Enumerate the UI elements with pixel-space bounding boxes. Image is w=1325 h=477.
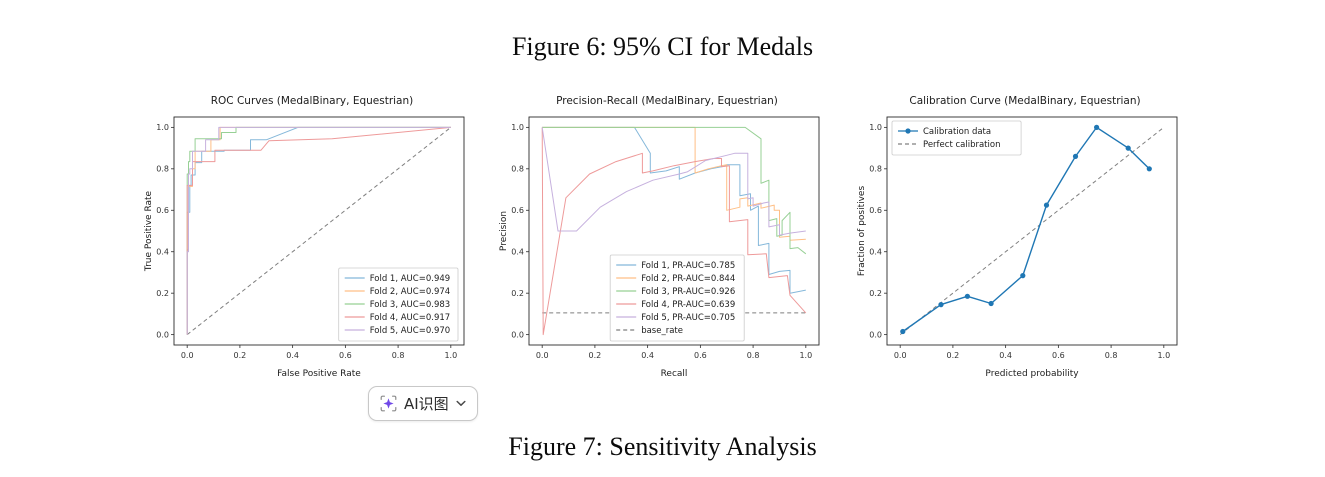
data-point <box>988 300 994 307</box>
data-point <box>1043 202 1050 208</box>
calibration-chart-panel: Calibration Curve (MedalBinary, Equestri… <box>855 90 1195 385</box>
series-Fold 3, PR-AUC=0.926 <box>542 126 807 255</box>
legend-label: base_rate <box>641 326 683 336</box>
ai-sparkle-icon <box>380 395 397 412</box>
x-tick-label: 1.0 <box>1157 351 1170 360</box>
x-tick-label: 0.0 <box>894 351 907 360</box>
chart-title: Precision-Recall (MedalBinary, Equestria… <box>556 95 778 107</box>
x-tick-label: 0.8 <box>747 351 760 360</box>
pr-chart: Precision-Recall (MedalBinary, Equestria… <box>499 95 820 379</box>
x-tick-label: 0.0 <box>181 351 194 360</box>
legend-label: Fold 2, AUC=0.974 <box>370 287 450 297</box>
y-tick-label: 0.8 <box>156 165 169 174</box>
y-axis-label: Precision <box>499 211 509 251</box>
y-tick-label: 0.0 <box>511 330 524 339</box>
x-tick-label: 0.6 <box>339 351 352 360</box>
y-axis-label: True Positive Rate <box>144 190 154 272</box>
legend-marker <box>905 128 911 134</box>
legend-label: Fold 3, PR-AUC=0.926 <box>641 287 735 297</box>
pr-chart-panel: Precision-Recall (MedalBinary, Equestria… <box>497 90 837 385</box>
x-tick-label: 0.4 <box>286 351 299 360</box>
data-point <box>1072 153 1079 159</box>
legend-label: Calibration data <box>923 127 991 137</box>
data-point <box>964 293 970 299</box>
x-tick-label: 0.4 <box>641 351 654 360</box>
y-tick-label: 1.0 <box>156 123 169 132</box>
legend-label: Fold 1, AUC=0.949 <box>370 274 450 284</box>
legend-label: Fold 1, PR-AUC=0.785 <box>641 261 735 271</box>
x-tick-label: 0.0 <box>536 351 549 360</box>
x-axis-label: Predicted probability <box>985 369 1079 379</box>
data-point <box>1125 145 1131 151</box>
legend-label: Fold 5, AUC=0.970 <box>370 326 450 336</box>
legend-label: Fold 3, AUC=0.983 <box>370 300 450 310</box>
series-Fold 2, PR-AUC=0.844 <box>542 126 806 241</box>
x-axis-label: Recall <box>661 369 688 379</box>
legend-box <box>891 120 1022 156</box>
y-tick-label: 0.6 <box>511 206 524 215</box>
figure7-caption: Figure 7: Sensitivity Analysis <box>508 432 817 461</box>
y-tick-label: 0.2 <box>511 289 524 298</box>
y-tick-label: 0.6 <box>156 206 169 215</box>
legend-label: Perfect calibration <box>923 140 1000 150</box>
x-tick-label: 0.6 <box>694 351 707 360</box>
x-tick-label: 0.4 <box>999 351 1012 360</box>
data-point <box>1020 273 1026 279</box>
y-tick-label: 1.0 <box>869 123 882 132</box>
y-tick-label: 0.6 <box>869 206 882 215</box>
series-Fold 5, PR-AUC=0.705 <box>541 127 806 236</box>
plot-frame <box>528 116 820 346</box>
y-tick-label: 0.8 <box>511 165 524 174</box>
series-Calibration data <box>902 126 1150 333</box>
series-Fold 5, AUC=0.970 <box>186 126 451 335</box>
roc-chart: ROC Curves (MedalBinary, Equestrian) 0.0 0… <box>144 95 465 379</box>
legend-label: Fold 4, AUC=0.917 <box>370 313 450 323</box>
y-tick-label: 0.8 <box>869 165 882 174</box>
series-Fold 4, PR-AUC=0.639 <box>541 127 807 336</box>
y-tick-label: 0.0 <box>156 330 169 339</box>
calibration-chart: Calibration Curve (MedalBinary, Equestri… <box>857 95 1178 379</box>
y-tick-label: 0.0 <box>869 330 882 339</box>
data-point <box>1094 124 1100 130</box>
series-Fold 1, PR-AUC=0.785 <box>542 126 806 294</box>
x-tick-label: 1.0 <box>444 351 457 360</box>
legend-box <box>338 267 459 342</box>
figure6-caption: Figure 6: 95% CI for Medals <box>511 32 814 61</box>
x-tick-label: 0.8 <box>392 351 405 360</box>
chart-title: Calibration Curve (MedalBinary, Equestri… <box>909 95 1140 107</box>
y-tick-label: 0.2 <box>156 289 169 298</box>
x-tick-label: 0.8 <box>1105 351 1118 360</box>
y-tick-label: 0.2 <box>869 289 882 298</box>
y-tick-label: 0.4 <box>156 248 169 257</box>
chart-title: ROC Curves (MedalBinary, Equestrian) <box>211 95 413 107</box>
data-point <box>938 302 944 308</box>
legend-box <box>609 254 745 342</box>
legend-label: Fold 4, PR-AUC=0.639 <box>641 300 735 310</box>
ai-button-label: AI识图 <box>404 395 449 413</box>
x-axis-label: False Positive Rate <box>277 369 361 379</box>
data-point <box>900 328 906 335</box>
data-point <box>1146 166 1152 172</box>
roc-chart-panel: ROC Curves (MedalBinary, Equestrian) 0.0 0… <box>142 90 482 385</box>
x-tick-label: 0.2 <box>947 351 960 360</box>
x-tick-label: 0.2 <box>234 351 247 360</box>
legend-label: Fold 5, PR-AUC=0.705 <box>641 313 735 323</box>
y-axis-label: Fraction of positives <box>857 186 867 277</box>
series-Fold 4, AUC=0.917 <box>186 126 451 335</box>
chevron-down-icon <box>456 400 466 407</box>
ai-image-recognition-button[interactable]: AI识图 <box>368 386 478 421</box>
plot-frame <box>886 116 1178 346</box>
y-tick-label: 1.0 <box>511 123 524 132</box>
legend-label: Fold 2, PR-AUC=0.844 <box>641 274 735 284</box>
x-tick-label: 1.0 <box>799 351 812 360</box>
y-tick-label: 0.4 <box>869 248 882 257</box>
y-tick-label: 0.4 <box>511 248 524 257</box>
plot-frame <box>173 116 465 346</box>
x-tick-label: 0.2 <box>589 351 602 360</box>
x-tick-label: 0.6 <box>1052 351 1065 360</box>
